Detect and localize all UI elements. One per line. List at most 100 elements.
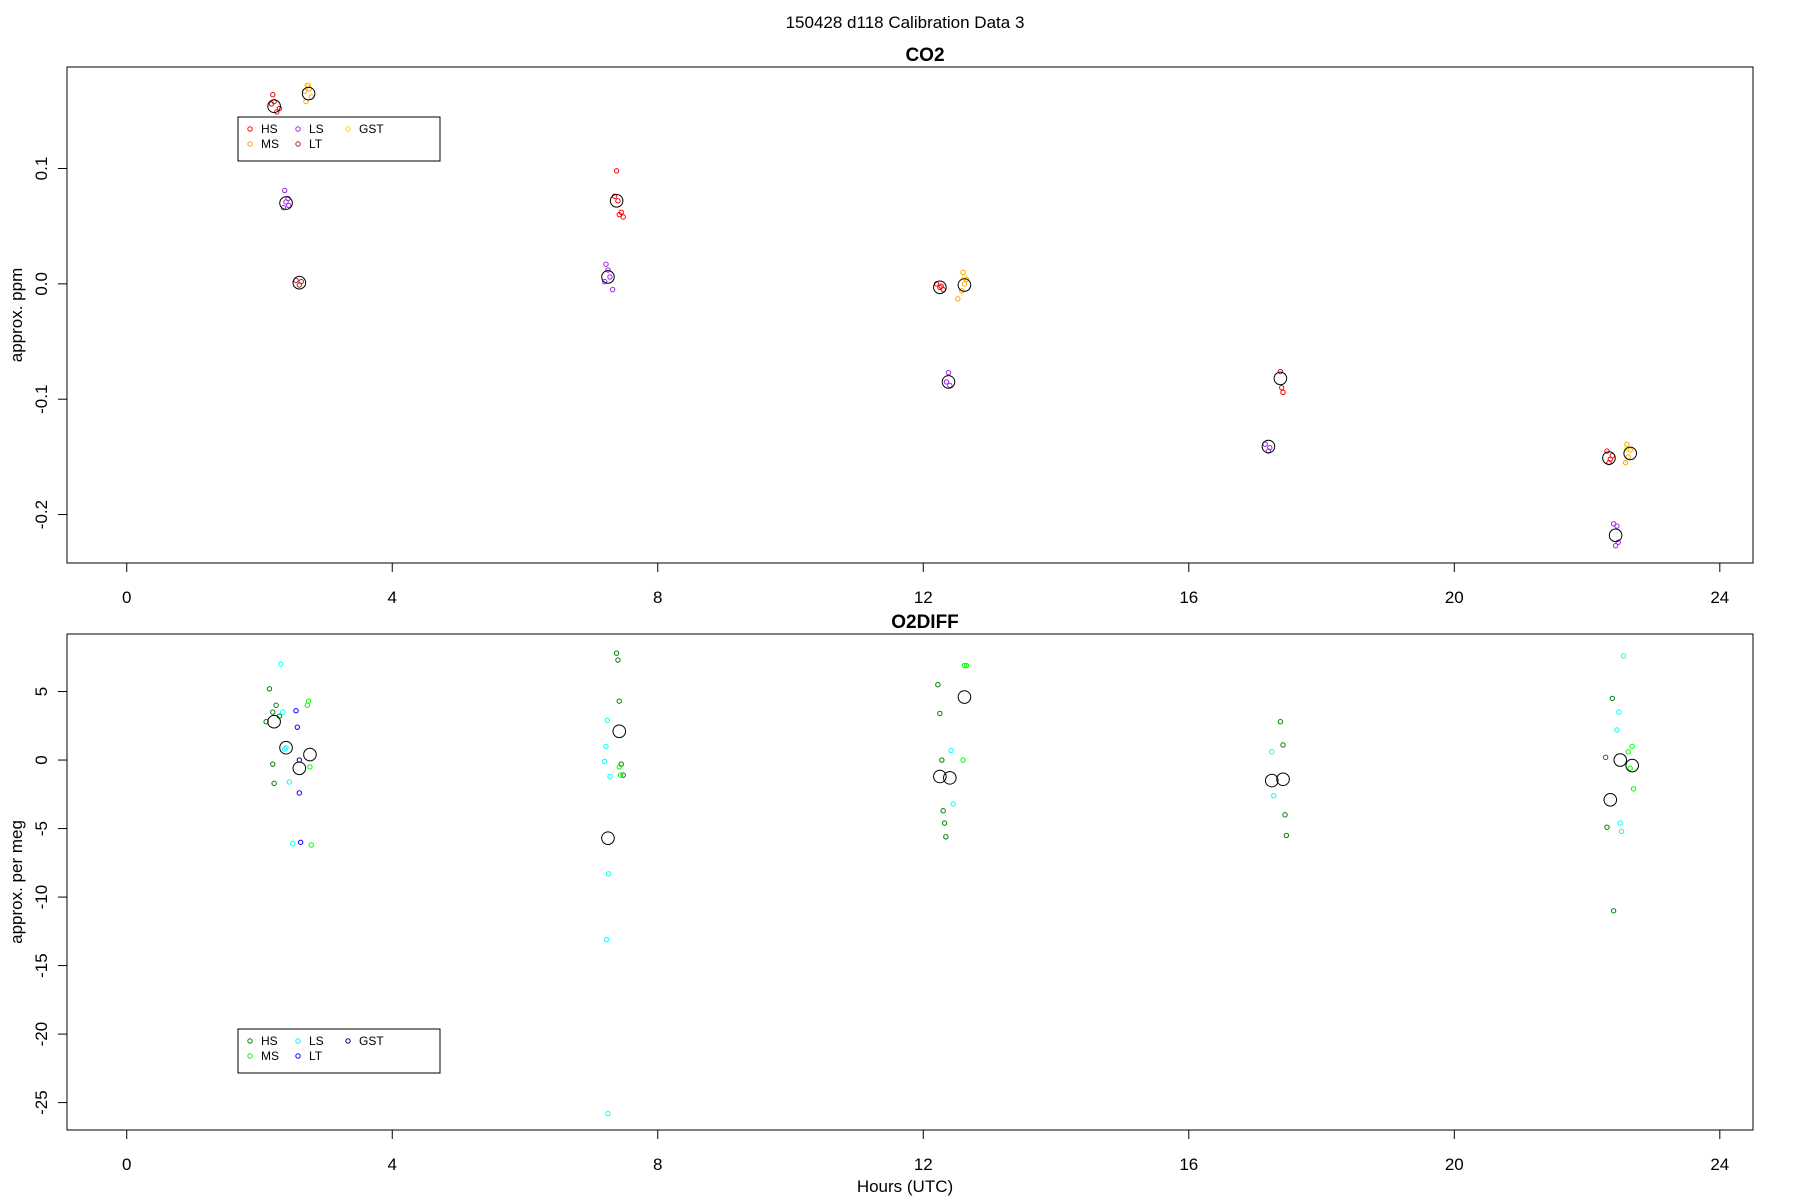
data-point-ms — [963, 662, 970, 669]
data-point-ls — [283, 745, 289, 751]
mean-point — [957, 278, 972, 292]
data-point-ls — [950, 801, 956, 807]
legend-marker-ms — [247, 141, 253, 147]
data-point-hs — [1282, 812, 1288, 818]
y-tick-label: 0.0 — [32, 272, 51, 296]
data-point-ls — [282, 187, 288, 194]
o2diff-x-axis: 0 4 8 12 16 20 24 — [122, 1129, 1729, 1174]
y-tick-label: -5 — [32, 821, 51, 836]
data-point-ms — [961, 662, 968, 669]
data-point-ls — [605, 267, 611, 273]
data-point-hs — [1606, 459, 1612, 466]
x-tick-label: 24 — [1710, 588, 1729, 607]
data-point-ms — [1630, 786, 1637, 792]
legend-label-ls: LS — [309, 1034, 324, 1048]
data-point-lt — [298, 278, 305, 285]
data-point-hs — [276, 105, 283, 112]
data-point-hs — [1283, 832, 1290, 839]
data-point-ls — [605, 1110, 611, 1117]
data-point-ms — [305, 698, 312, 704]
data-point-hs — [273, 702, 279, 708]
data-point-ls — [1614, 523, 1620, 529]
x-axis-label: Hours (UTC) — [857, 1177, 953, 1196]
mean-point — [267, 99, 281, 114]
data-point-ms — [307, 764, 313, 770]
data-point-ls — [945, 369, 952, 376]
mean-point — [267, 714, 281, 729]
legend-label-lt: LT — [309, 1049, 323, 1063]
data-point-ms — [616, 764, 622, 770]
x-tick-label: 24 — [1710, 1155, 1729, 1174]
data-point-hs — [937, 710, 943, 717]
legend-label-gst: GST — [359, 1034, 384, 1048]
data-point-ls — [1269, 749, 1275, 755]
data-point-hs — [263, 718, 269, 725]
y-tick-label: 0.1 — [32, 157, 51, 181]
x-tick-label: 16 — [1179, 588, 1198, 607]
data-point-hs — [615, 657, 621, 663]
x-tick-label: 4 — [388, 588, 397, 607]
data-point-hs — [1602, 754, 1609, 761]
data-point-ms — [1629, 743, 1635, 750]
data-point-ls — [603, 261, 609, 267]
data-point-ls — [1615, 539, 1621, 545]
data-point-hs — [939, 757, 945, 763]
mean-point — [1273, 371, 1288, 386]
data-point-ls — [609, 286, 616, 293]
legend-label-hs: HS — [261, 122, 278, 136]
data-point-hs — [615, 198, 621, 204]
data-point-hs — [1604, 824, 1610, 830]
o2diff-y-axis-label: approx. per meg — [7, 820, 26, 944]
legend-marker-ls — [295, 1038, 301, 1044]
co2-y-axis: -0.2 -0.1 0.0 0.1 — [32, 157, 68, 529]
data-point-lt — [293, 708, 299, 714]
o2diff-y-axis: -25 -20 -15 -10 -5 0 5 — [32, 687, 68, 1115]
legend-label-lt: LT — [309, 137, 323, 151]
data-point-hs — [616, 698, 622, 704]
co2-x-axis: 0 4 8 12 16 20 24 — [122, 562, 1729, 607]
data-point-hs — [613, 650, 620, 656]
y-tick-label: 0 — [32, 755, 51, 764]
x-tick-label: 20 — [1445, 588, 1464, 607]
data-point-ms — [1622, 459, 1629, 466]
data-point-hs — [270, 761, 276, 767]
legend-marker-ls — [295, 126, 301, 132]
legend-marker-hs — [247, 1038, 253, 1044]
legend-marker-gst — [345, 126, 351, 132]
co2-points — [267, 82, 1638, 549]
data-point-hs — [935, 681, 941, 688]
mean-point — [1625, 758, 1639, 773]
mean-point — [1608, 528, 1623, 543]
data-point-ms — [1627, 447, 1633, 453]
data-point-hs — [1609, 695, 1615, 702]
legend-marker-hs — [247, 126, 253, 132]
mean-point — [1613, 753, 1628, 767]
y-tick-label: 5 — [32, 687, 51, 696]
x-tick-label: 8 — [653, 1155, 662, 1174]
mean-point — [303, 747, 317, 762]
data-point-hs — [270, 709, 276, 715]
data-point-hs — [620, 772, 626, 778]
data-point-ls — [603, 743, 609, 750]
data-point-ls — [278, 661, 284, 667]
x-tick-label: 16 — [1179, 1155, 1198, 1174]
mean-point — [601, 831, 615, 845]
data-point-hs — [1610, 908, 1617, 914]
data-point-ls — [607, 773, 613, 780]
data-point-ls — [943, 379, 950, 385]
y-tick-label: -20 — [32, 1022, 51, 1047]
data-point-ls — [601, 278, 608, 285]
co2-y-axis-label: approx. ppm — [7, 268, 26, 363]
mean-point — [601, 270, 615, 284]
legend-marker-lt — [295, 1053, 301, 1059]
mean-point — [943, 771, 957, 785]
data-point-hs — [940, 808, 946, 814]
data-point-ms — [306, 86, 312, 92]
mean-point — [279, 196, 293, 210]
data-point-hs — [1277, 718, 1284, 725]
legend-marker-ms — [247, 1053, 253, 1059]
legend-label-ms: MS — [261, 1049, 279, 1063]
o2diff-panel: O2DIFF 0 4 8 12 16 20 24 -25 -20 -15 -10 -5 0 5 approx.… — [7, 612, 1754, 1174]
